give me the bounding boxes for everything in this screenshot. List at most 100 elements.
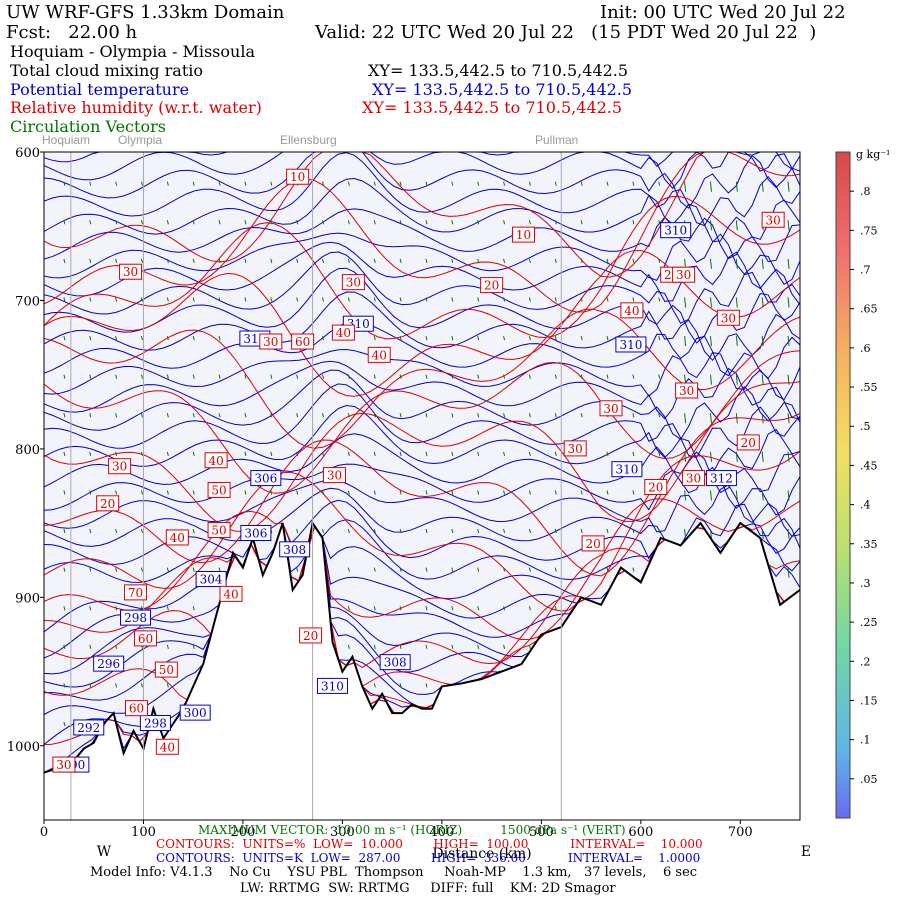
circulation-vector <box>322 528 325 534</box>
circulation-vector <box>63 374 66 379</box>
circulation-vector <box>373 451 376 456</box>
circulation-vector <box>761 297 764 308</box>
rh-label: 30 <box>56 758 71 772</box>
circulation-vector <box>89 297 92 302</box>
circulation-vector <box>477 374 480 379</box>
circulation-vector <box>192 258 195 264</box>
circulation-vector <box>244 181 247 186</box>
theta-label-box <box>73 719 105 736</box>
circulation-vector <box>166 683 169 688</box>
terrain-layer <box>44 520 800 774</box>
rh-label: 40 <box>170 531 185 545</box>
rh-label-box <box>291 333 315 350</box>
rh-label: 40 <box>223 587 238 601</box>
circulation-vector <box>218 413 221 418</box>
circulation-vector <box>373 413 376 418</box>
circulation-vector <box>477 335 480 341</box>
colorbar-tick-label: .3 <box>860 577 871 590</box>
circulation-vector <box>399 181 402 186</box>
circulation-vector <box>451 374 454 379</box>
circulation-vector <box>89 451 92 456</box>
circulation-vector <box>528 528 531 534</box>
circulation-vector <box>580 490 583 495</box>
circulation-vector <box>735 413 738 424</box>
circulation-vector <box>477 220 480 225</box>
circulation-vector <box>166 335 169 341</box>
circulation-vector <box>451 297 454 302</box>
circulation-vector <box>684 528 687 540</box>
theta-contour <box>44 360 800 420</box>
rh-contour <box>44 152 800 278</box>
circulation-vector <box>761 181 764 192</box>
circulation-vector <box>218 374 221 379</box>
colorbar-tick-label: .75 <box>860 224 878 237</box>
circulation-vector <box>503 220 506 225</box>
circulation-vector <box>709 490 712 501</box>
rh-label-box <box>125 700 149 717</box>
circulation-vector <box>192 374 195 379</box>
circulation-vector <box>787 374 790 385</box>
theta-label: 310 <box>615 463 638 477</box>
circulation-vector <box>115 335 118 341</box>
colorbar-tick-label: .5 <box>860 420 871 433</box>
circulation-vector <box>735 297 738 308</box>
rh-label-box <box>511 226 535 243</box>
theta-label: 308 <box>283 543 306 557</box>
circulation-vector <box>632 374 635 379</box>
circulation-vector <box>192 220 195 225</box>
circulation-vector <box>399 335 402 341</box>
theta-contour <box>44 251 800 324</box>
circulation-vector <box>63 413 66 418</box>
circulation-vector <box>140 220 143 225</box>
circulation-vector <box>580 528 583 534</box>
circulation-vector <box>373 606 376 611</box>
circulation-vector <box>709 258 712 269</box>
circulation-vector <box>503 451 506 456</box>
circulation-vector <box>270 181 273 186</box>
theta-label-box <box>316 677 348 694</box>
field-label-cloud: Total cloud mixing ratio <box>10 61 204 80</box>
x-tick-label: 500 <box>529 825 554 840</box>
theta-label: 310 <box>664 224 687 238</box>
circulation-vector <box>166 258 169 264</box>
x-tick-label: 700 <box>728 825 753 840</box>
rh-label-box <box>165 529 189 546</box>
circulation-vector <box>528 644 531 649</box>
circulation-vector <box>140 374 143 379</box>
rh-label: 20 <box>648 480 663 494</box>
circulation-vector <box>606 335 609 341</box>
theta-contour <box>44 232 800 285</box>
circulation-vector <box>115 683 118 688</box>
rh-label-box <box>716 309 740 326</box>
place-label-pullman: Pullman <box>535 133 579 147</box>
circulation-vector <box>503 413 506 418</box>
rh-label: 10 <box>290 170 305 184</box>
circulation-vector <box>373 335 376 341</box>
x-tick-label: 0 <box>40 825 48 840</box>
circulation-vector <box>477 413 480 418</box>
rh-label-box <box>581 535 605 552</box>
circulation-vector <box>425 567 428 572</box>
circulation-vector <box>63 335 66 341</box>
circulation-vector <box>632 297 635 302</box>
circulation-vector <box>477 528 480 534</box>
circulation-vector <box>166 644 169 649</box>
circulation-vector <box>399 490 402 495</box>
circulation-vector <box>296 374 299 379</box>
colorbar-tick-label: .25 <box>860 616 878 629</box>
circulation-vector <box>684 413 687 424</box>
circulation-vector <box>528 451 531 456</box>
rh-label: 20 <box>303 629 318 643</box>
circulation-vector <box>606 490 609 495</box>
circulation-vector <box>503 490 506 495</box>
theta-label-box <box>120 609 152 626</box>
rh-label: 30 <box>766 213 781 227</box>
circulation-vector <box>787 336 790 347</box>
theta-label: 306 <box>254 472 277 486</box>
theta-contour <box>44 152 800 227</box>
circulation-vector <box>140 335 143 341</box>
circulation-vector <box>89 181 92 186</box>
place-label-hoquiam: Hoquiam <box>42 133 91 147</box>
theta-label: 292 <box>77 721 100 735</box>
circulation-vector <box>89 490 92 495</box>
